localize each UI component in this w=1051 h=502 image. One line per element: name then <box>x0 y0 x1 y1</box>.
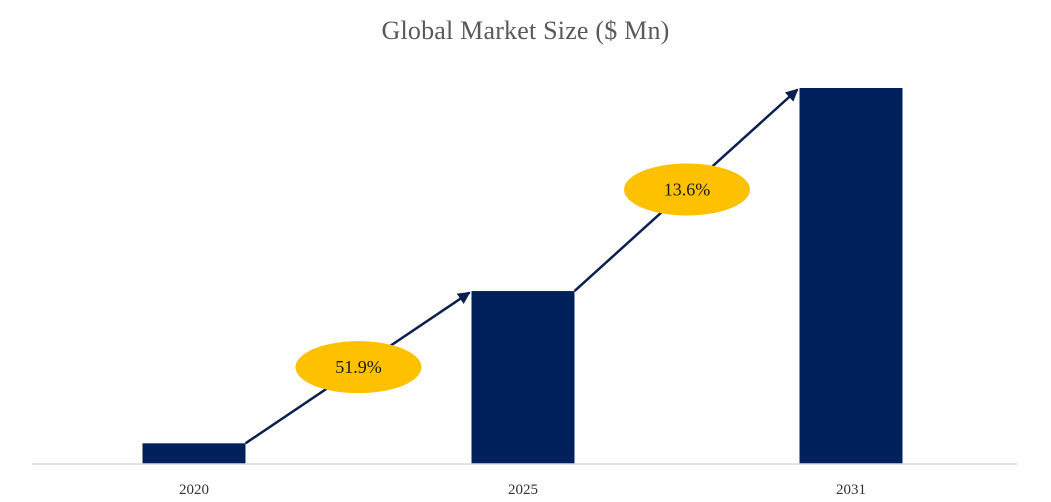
growth-arrows-layer: 51.9% 13.6% <box>244 88 799 445</box>
growth-rate-ellipse <box>295 341 422 394</box>
growth-rate-badge: 13.6% <box>624 163 750 216</box>
bar-2020 <box>142 443 246 464</box>
x-tick-label-2020: 2020 <box>179 482 209 498</box>
growth-rate-badge: 51.9% <box>295 341 422 394</box>
growth-rate-label: 13.6% <box>664 180 711 200</box>
x-tick-label-2031: 2031 <box>836 482 866 498</box>
bar-2031 <box>799 88 903 464</box>
growth-rate-label: 51.9% <box>335 357 382 377</box>
x-tick-labels: 2020 2025 2031 <box>179 482 866 498</box>
growth-rate-ellipse <box>624 163 750 216</box>
chart-title: Global Market Size ($ Mn) <box>381 16 670 45</box>
bar-2025 <box>471 291 575 464</box>
x-tick-label-2025: 2025 <box>508 482 538 498</box>
bars-layer <box>142 88 903 464</box>
